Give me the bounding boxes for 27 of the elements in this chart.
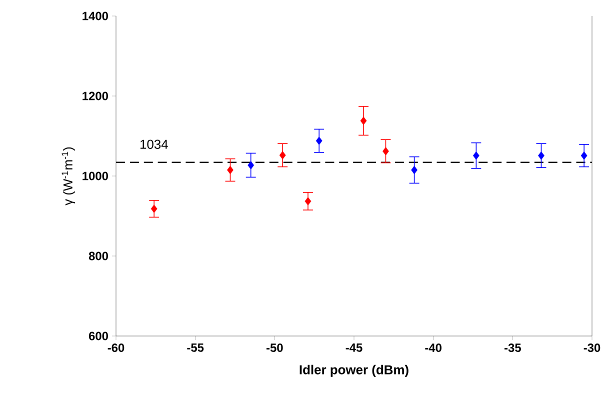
y-axis-title: γ (W$^{-1}$m$^{-1}$): [62, 147, 76, 206]
x-tick-label: -55: [187, 344, 204, 352]
point: [248, 161, 254, 170]
y-tick-label: 1000: [82, 172, 108, 180]
x-tick-label: -35: [504, 344, 521, 352]
y-tick-label: 800: [88, 252, 108, 260]
point: [304, 197, 312, 206]
point: [472, 151, 480, 160]
point: [316, 136, 322, 145]
x-tick-label: -30: [584, 344, 600, 352]
x-tick-label: -60: [108, 344, 124, 352]
point: [580, 151, 588, 160]
x-tick-label: -50: [266, 344, 283, 352]
point: [382, 147, 389, 156]
point: [227, 166, 234, 174]
ref-line-label: 1034: [140, 140, 168, 149]
y-tick-label: 1400: [82, 12, 108, 20]
y-tick-label: 1200: [82, 92, 108, 100]
point: [279, 151, 286, 160]
point: [150, 204, 158, 213]
point: [411, 166, 418, 174]
x-tick-label: -45: [346, 344, 362, 352]
x-tick-label: -40: [425, 344, 442, 352]
point: [360, 116, 367, 125]
point: [538, 151, 544, 160]
x-axis-title: Idler power (dBm): [300, 364, 408, 377]
y-tick-label: 600: [88, 332, 108, 340]
